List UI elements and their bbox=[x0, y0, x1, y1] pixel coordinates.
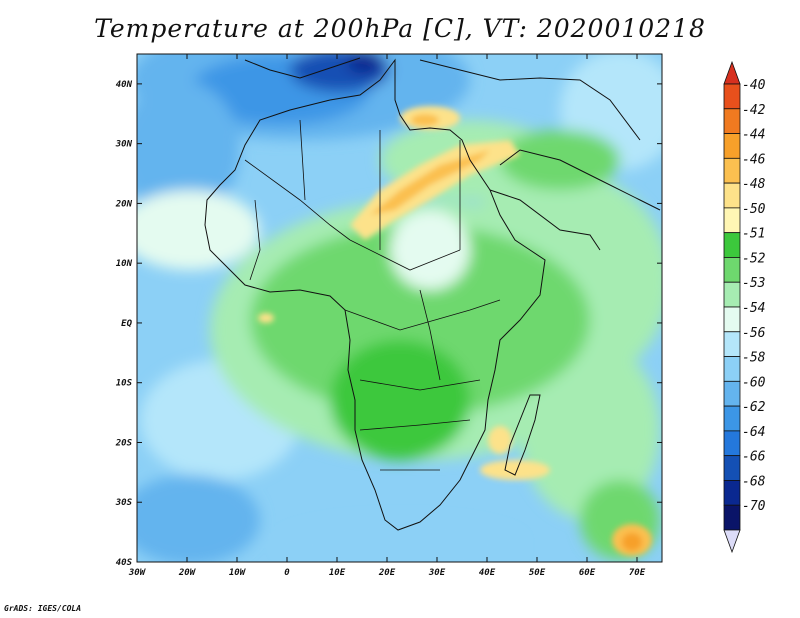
legend-label: -56 bbox=[742, 326, 766, 341]
lon-tick-label: 0 bbox=[284, 568, 290, 578]
legend-label: -51 bbox=[742, 227, 765, 242]
lat-tick-label: 20S bbox=[115, 438, 133, 448]
legend-swatch bbox=[723, 504, 741, 531]
legend-label: -53 bbox=[742, 276, 765, 291]
coastlines bbox=[204, 57, 661, 531]
legend-swatch bbox=[723, 306, 741, 333]
lon-tick-label: 70E bbox=[629, 568, 646, 578]
lat-tick-label: 40N bbox=[116, 80, 133, 90]
color-legend: -40 -42 -44 -46 -48 -50 -51 -52 -53 -54 -56 -58 -60 -… bbox=[723, 60, 766, 554]
lat-tick-label: 20N bbox=[115, 199, 133, 209]
legend-swatch bbox=[723, 480, 741, 506]
legend-label: -62 bbox=[742, 400, 766, 415]
legend-label: -64 bbox=[742, 425, 765, 440]
lon-tick-label: 30W bbox=[128, 568, 147, 578]
legend-swatch bbox=[723, 455, 741, 481]
legend-label: -54 bbox=[742, 301, 765, 316]
country-borders bbox=[244, 119, 501, 471]
lon-tick-label: 40E bbox=[479, 568, 496, 578]
map-frame bbox=[136, 53, 663, 563]
lat-tick-label: 40S bbox=[116, 558, 133, 568]
lat-tick-label: 30S bbox=[115, 498, 133, 508]
legend-label: -44 bbox=[742, 128, 765, 143]
lon-tick-label: 10W bbox=[229, 568, 247, 578]
legend-label: -40 bbox=[742, 78, 766, 93]
legend-swatch bbox=[723, 232, 741, 258]
legend-swatch bbox=[723, 182, 741, 209]
legend-label: -70 bbox=[742, 499, 766, 514]
lat-tick-label: 30N bbox=[115, 140, 133, 150]
lon-tick-label: 20W bbox=[178, 568, 197, 578]
legend-label: -68 bbox=[742, 474, 766, 489]
axis-ticks: 30W 20W 10W 0 10E 20E 30E 40E 50E 60E 70E 40N 30N 20N… bbox=[115, 54, 662, 578]
legend-swatch bbox=[723, 207, 741, 234]
lat-tick-label: 10S bbox=[116, 379, 133, 389]
legend-label: -58 bbox=[742, 351, 766, 366]
legend-top-arrow bbox=[723, 60, 741, 85]
legend-label: -60 bbox=[742, 375, 766, 390]
lat-tick-label: 10N bbox=[116, 259, 133, 269]
legend-swatch bbox=[723, 83, 741, 110]
grads-credit: GrADS: IGES/COLA bbox=[4, 604, 82, 613]
legend-swatch bbox=[723, 157, 741, 184]
legend-label: -48 bbox=[742, 177, 766, 192]
lon-tick-label: 50E bbox=[529, 568, 546, 578]
legend-swatch bbox=[723, 356, 741, 382]
temperature-field bbox=[137, 54, 662, 562]
legend-label: -50 bbox=[742, 202, 766, 217]
legend-swatch bbox=[723, 133, 741, 159]
lon-tick-label: 60E bbox=[579, 568, 596, 578]
legend-swatch bbox=[723, 281, 741, 308]
lon-tick-label: 20E bbox=[378, 568, 396, 578]
legend-label: -46 bbox=[742, 152, 766, 167]
lat-tick-label: EQ bbox=[121, 319, 132, 329]
legend-swatch bbox=[723, 430, 741, 457]
lon-tick-label: 30E bbox=[428, 568, 446, 578]
legend-label: -52 bbox=[742, 251, 766, 266]
map-title: Temperature at 200hPa [C], VT: 202001021… bbox=[94, 14, 706, 43]
lon-tick-label: 10E bbox=[329, 568, 346, 578]
legend-swatch bbox=[723, 108, 741, 134]
legend-swatch bbox=[723, 380, 741, 407]
legend-swatch bbox=[723, 257, 741, 283]
legend-swatch bbox=[723, 405, 741, 432]
legend-label: -42 bbox=[742, 103, 766, 118]
legend-label: -66 bbox=[742, 450, 766, 465]
legend-bottom-arrow bbox=[723, 529, 741, 554]
legend-swatch bbox=[723, 331, 741, 357]
